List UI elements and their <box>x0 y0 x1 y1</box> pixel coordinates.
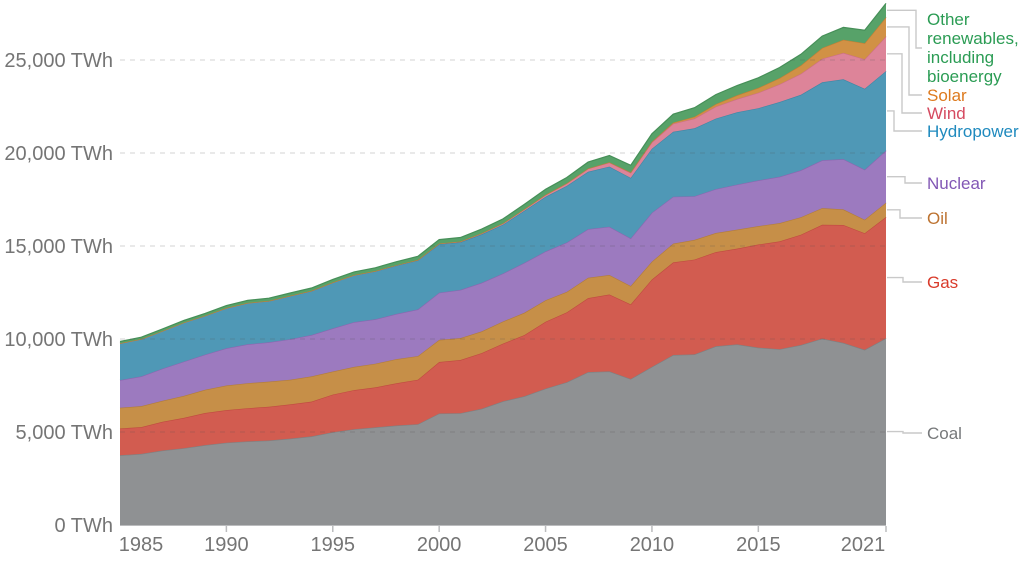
x-axis-label-2005: 2005 <box>523 534 568 556</box>
y-axis-label-5000: 5,000 TWh <box>16 422 113 444</box>
legend-label-line: Oil <box>927 208 948 228</box>
y-axis-label-25000: 25,000 TWh <box>4 50 113 72</box>
legend-connector-hydropower <box>887 110 922 132</box>
legend-item-gas[interactable]: Gas <box>927 273 958 292</box>
legend-connector-coal <box>887 430 922 434</box>
legend-label-line: Other <box>927 10 970 29</box>
area-hydropower[interactable] <box>120 71 886 381</box>
legend-label-line: Nuclear <box>927 173 986 193</box>
area-gas[interactable] <box>120 217 886 456</box>
legend-item-other-renewables[interactable]: Other renewables, including bioenergy <box>927 10 1019 86</box>
legend-label-line: Solar <box>927 85 967 105</box>
area-coal[interactable] <box>120 338 886 525</box>
area-nuclear[interactable] <box>120 150 886 408</box>
legend-item-coal[interactable]: Coal <box>927 424 962 443</box>
y-axis-label-0: 0 TWh <box>54 515 113 537</box>
legend-label-line: Hydropower <box>927 121 1019 141</box>
legend-label-line: Coal <box>927 423 962 443</box>
legend-connector-wind <box>887 53 922 114</box>
legend-label-line: including <box>927 48 995 67</box>
legend-label-line: Wind <box>927 103 966 123</box>
legend-connector-gas <box>887 276 922 283</box>
x-axis-label-2015: 2015 <box>736 534 781 556</box>
y-axis-label-10000: 10,000 TWh <box>4 329 113 351</box>
x-axis-label-1995: 1995 <box>311 534 356 556</box>
legend-item-wind[interactable]: Wind <box>927 104 966 123</box>
x-axis-label-1985: 1985 <box>119 534 164 556</box>
x-axis-label-1990: 1990 <box>204 534 249 556</box>
legend-item-oil[interactable]: Oil <box>927 209 948 228</box>
x-axis-label-2021: 2021 <box>841 534 886 556</box>
area-oil[interactable] <box>120 202 886 429</box>
legend-connector-oil <box>887 209 922 219</box>
legend-connector-other-renewables <box>887 9 922 49</box>
legend-label-line: Gas <box>927 272 959 292</box>
area-topline-other-renewables <box>119 3 887 343</box>
legend-item-nuclear[interactable]: Nuclear <box>927 174 986 193</box>
legend-item-hydropower[interactable]: Hydropower <box>927 122 1019 141</box>
y-axis-label-15000: 15,000 TWh <box>4 236 113 258</box>
legend-connector-solar <box>887 26 922 96</box>
x-axis-label-2010: 2010 <box>630 534 675 556</box>
legend-label-line: bioenergy <box>927 67 1002 86</box>
legend-label-line: renewables, <box>927 29 1019 48</box>
legend-item-solar[interactable]: Solar <box>927 86 967 105</box>
y-axis-label-20000: 20,000 TWh <box>4 143 113 165</box>
x-axis-label-2000: 2000 <box>417 534 462 556</box>
legend-connector-nuclear <box>887 176 922 184</box>
